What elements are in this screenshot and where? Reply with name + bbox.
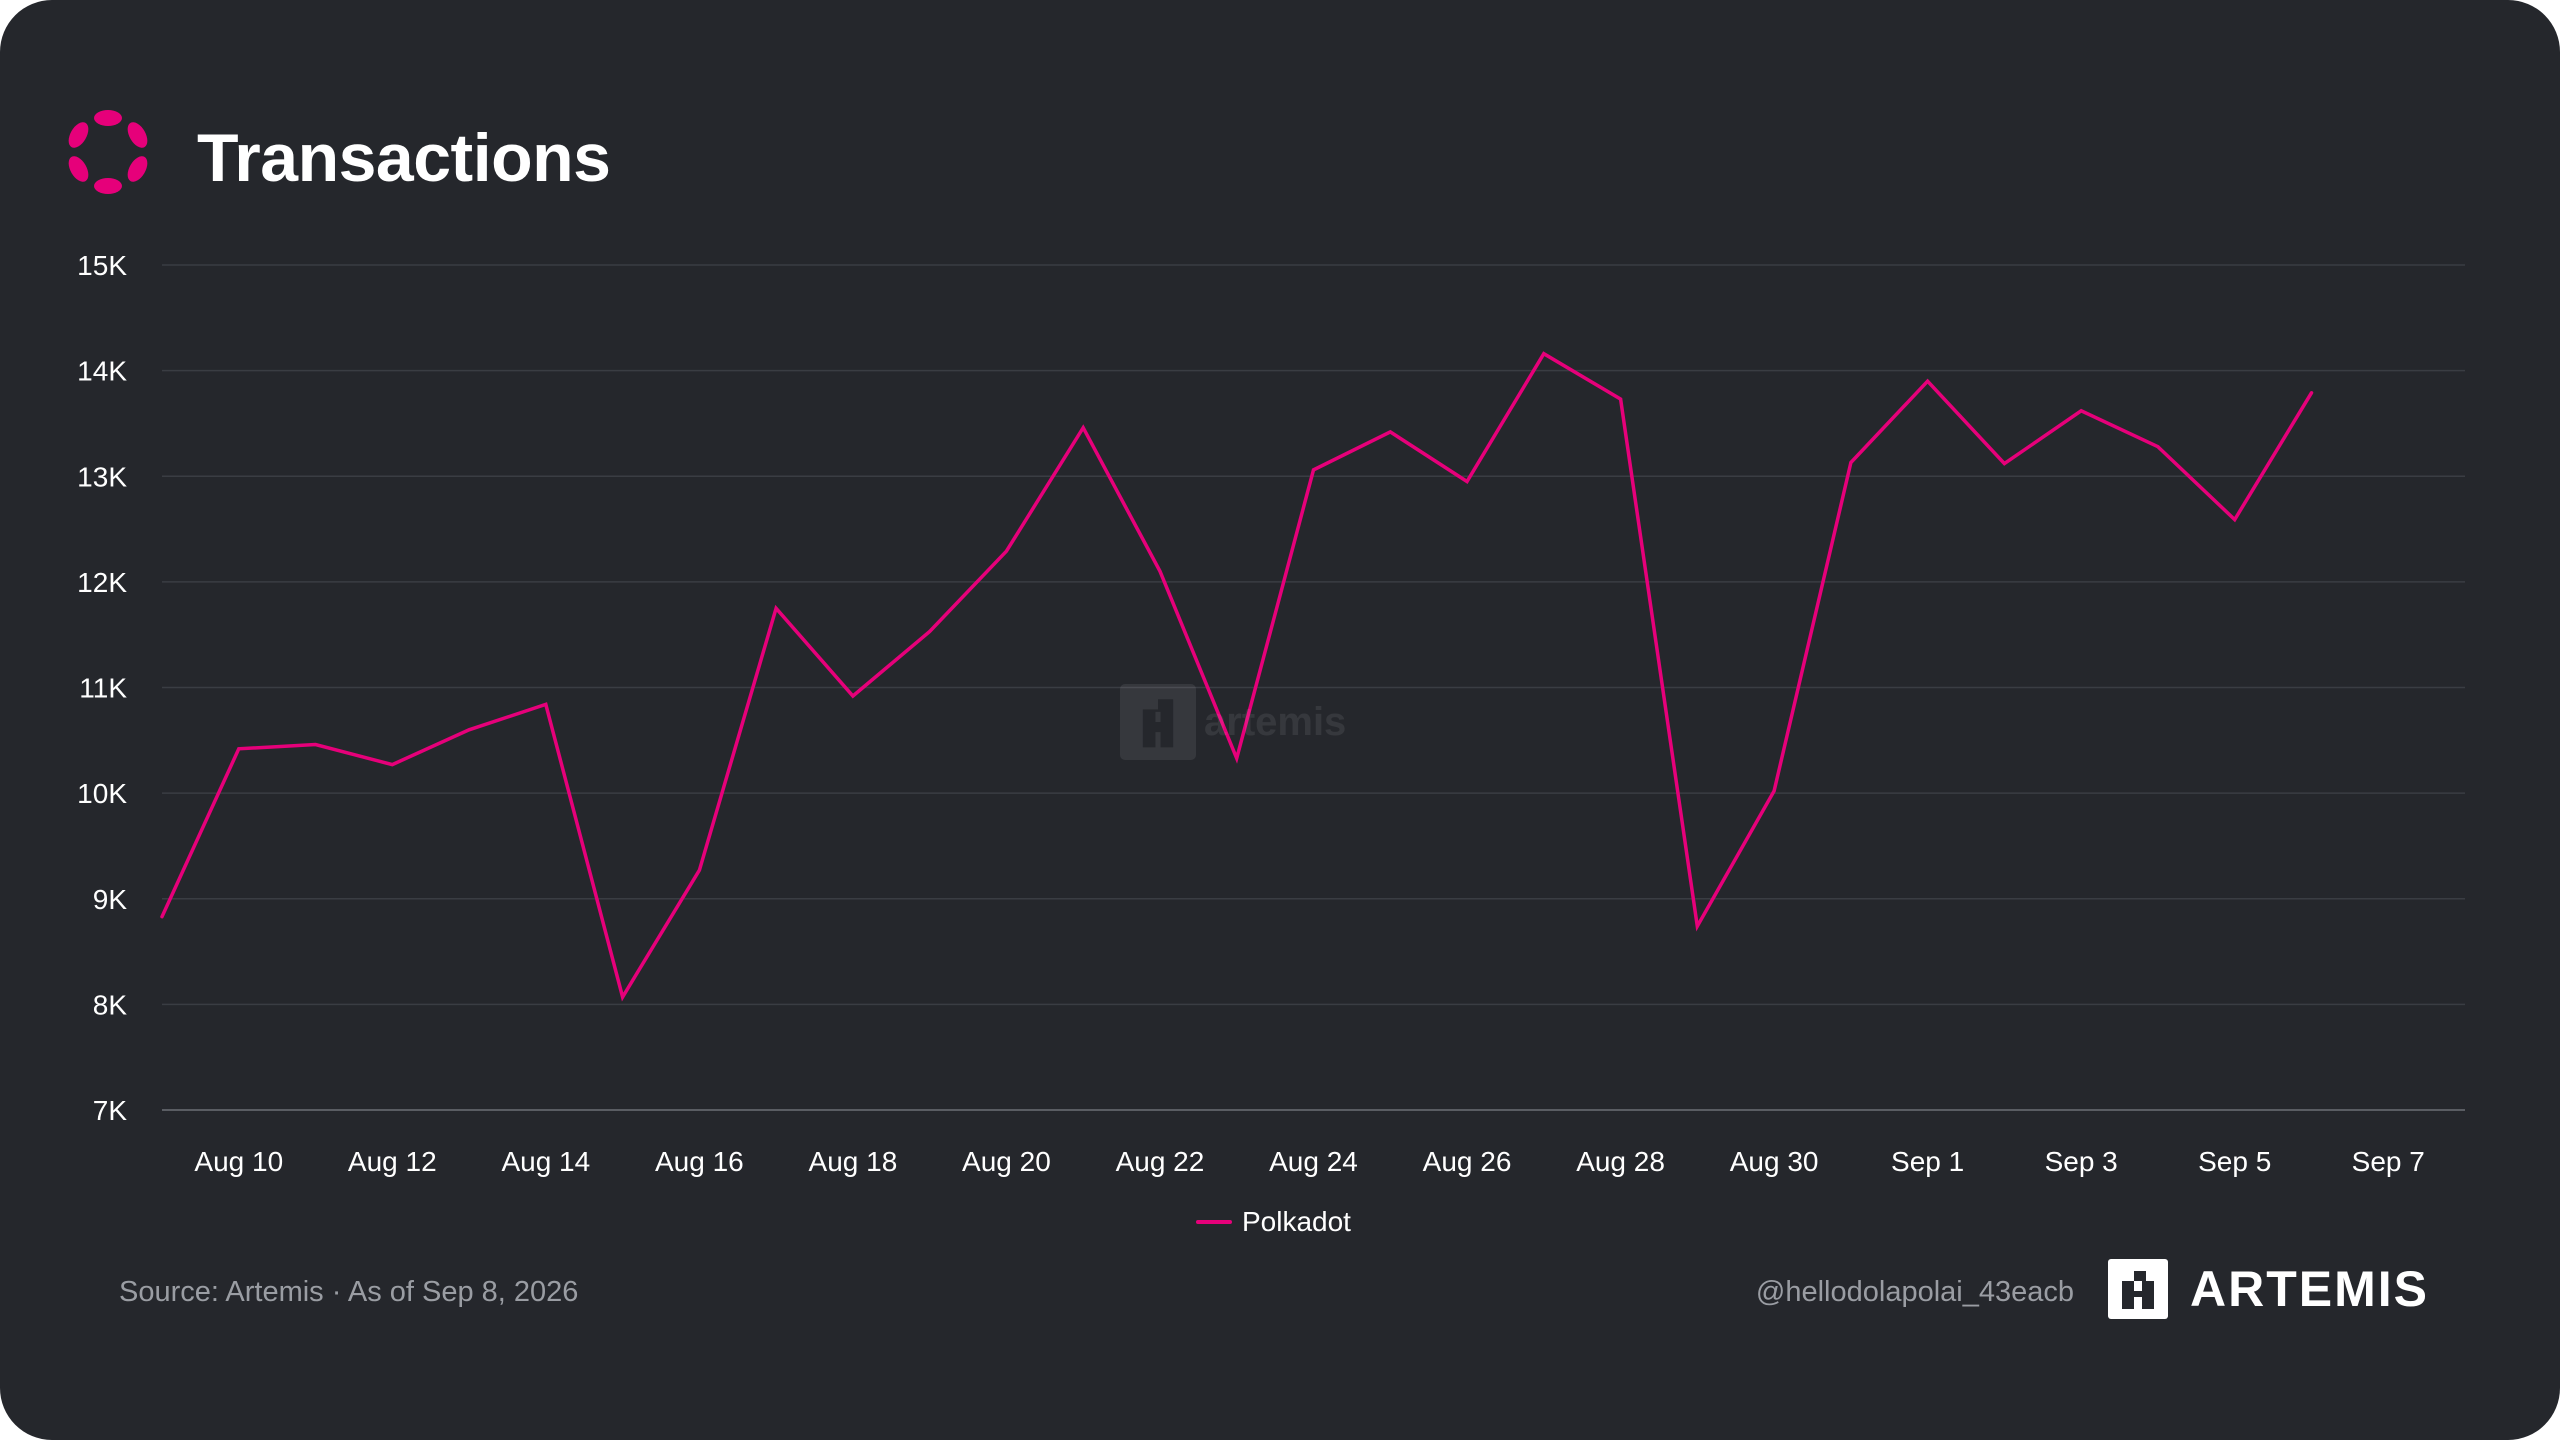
- series-layer: [160, 351, 2314, 1002]
- x-tick-label: Aug 12: [348, 1146, 437, 1177]
- y-tick-label: 13K: [77, 461, 127, 492]
- legend-label: Polkadot: [1242, 1206, 1351, 1237]
- x-tick-label: Aug 22: [1116, 1146, 1205, 1177]
- x-tick-label: Sep 1: [1891, 1146, 1964, 1177]
- y-axis-ticks: 7K 8K 9K 10K 11K 12K 13K 14K 15K: [77, 250, 127, 1126]
- watermark-text: artemis: [1204, 699, 1347, 744]
- x-tick-label: Aug 10: [194, 1146, 283, 1177]
- x-tick-label: Aug 28: [1576, 1146, 1665, 1177]
- legend-swatch: [1196, 1220, 1232, 1224]
- y-tick-label: 9K: [93, 884, 128, 915]
- artemis-watermark-icon: [1120, 684, 1196, 760]
- x-tick-label: Aug 16: [655, 1146, 744, 1177]
- x-axis-ticks: Aug 10 Aug 12 Aug 14 Aug 16 Aug 18 Aug 20 Aug …: [194, 1146, 2424, 1177]
- x-tick-label: Aug 18: [809, 1146, 898, 1177]
- legend: Polkadot: [1196, 1202, 1351, 1242]
- x-tick-label: Aug 20: [962, 1146, 1051, 1177]
- series-line-polkadot: [160, 351, 2314, 1002]
- y-tick-label: 8K: [93, 989, 128, 1020]
- y-tick-label: 7K: [93, 1095, 128, 1126]
- y-tick-label: 12K: [77, 567, 127, 598]
- chart-title: Transactions: [197, 120, 611, 196]
- brand: ARTEMIS: [2108, 1259, 2429, 1319]
- gridlines: [162, 264, 2465, 1111]
- y-tick-label: 11K: [79, 673, 127, 704]
- x-tick-label: Aug 24: [1269, 1146, 1358, 1177]
- y-tick-label: 14K: [77, 356, 127, 387]
- x-tick-label: Sep 3: [2045, 1146, 2118, 1177]
- polkadot-logo-icon: [68, 110, 148, 194]
- x-tick-label: Sep 7: [2352, 1146, 2425, 1177]
- x-tick-label: Sep 5: [2198, 1146, 2271, 1177]
- x-tick-label: Aug 26: [1423, 1146, 1512, 1177]
- x-tick-label: Aug 14: [501, 1146, 590, 1177]
- user-handle: @hellodolapolai_43eacb: [1755, 1276, 2074, 1308]
- y-tick-label: 10K: [77, 778, 127, 809]
- artemis-logo-icon: [2108, 1259, 2168, 1319]
- brand-name: ARTEMIS: [2190, 1261, 2429, 1317]
- y-tick-label: 15K: [77, 250, 127, 281]
- watermark: artemis: [1120, 684, 1346, 760]
- source-note: Source: Artemis · As of Sep 8, 2026: [119, 1276, 579, 1308]
- x-tick-label: Aug 30: [1730, 1146, 1819, 1177]
